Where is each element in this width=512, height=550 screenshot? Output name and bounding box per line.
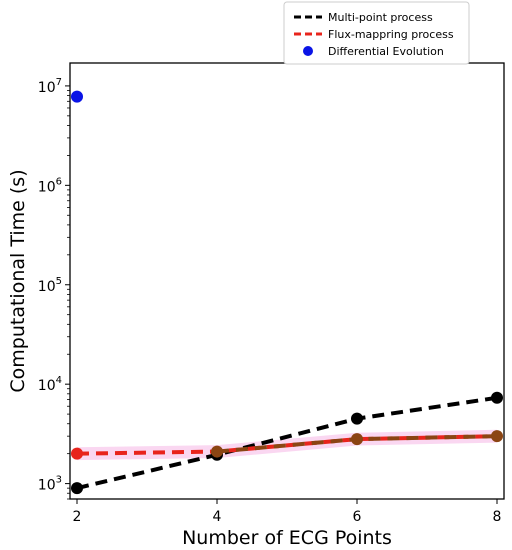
x-tick-label: 4 bbox=[213, 509, 222, 525]
x-tick-label: 2 bbox=[73, 509, 82, 525]
x-tick-label: 8 bbox=[493, 509, 502, 525]
y-tick-label: 105 bbox=[38, 276, 62, 295]
multi-point-marker bbox=[351, 412, 363, 425]
flux-mapping-marker bbox=[351, 433, 363, 446]
legend-label-multi-point: Multi-point process bbox=[328, 11, 433, 24]
multi-point-marker bbox=[491, 391, 503, 404]
legend-label-flux-mapping: Flux-mappring process bbox=[328, 28, 454, 41]
y-tick-label: 107 bbox=[38, 77, 62, 96]
x-tick-label: 6 bbox=[353, 509, 362, 525]
x-axis-title: Number of ECG Points bbox=[182, 527, 392, 549]
legend: Multi-point process Flux-mappring proces… bbox=[283, 1, 470, 65]
flux-mapping-marker bbox=[491, 430, 503, 443]
plot-area bbox=[71, 90, 503, 495]
multi-point-line bbox=[76, 395, 498, 491]
legend-box bbox=[283, 1, 470, 65]
differential-evolution-point bbox=[71, 90, 83, 103]
y-tick-label: 106 bbox=[38, 176, 62, 195]
y-tick-label: 104 bbox=[38, 375, 62, 394]
legend-marker-differential-evolution bbox=[303, 46, 313, 56]
legend-label-differential-evolution: Differential Evolution bbox=[328, 45, 444, 58]
flux-mapping-marker bbox=[71, 447, 83, 460]
multi-point-marker bbox=[71, 482, 83, 495]
y-axis-title: Computational Time (s) bbox=[7, 169, 29, 392]
flux-mapping-marker bbox=[211, 445, 223, 458]
y-tick-label: 103 bbox=[38, 475, 62, 494]
axis-ticks: 2 4 6 8 103 104 105 106 107 bbox=[38, 77, 502, 525]
